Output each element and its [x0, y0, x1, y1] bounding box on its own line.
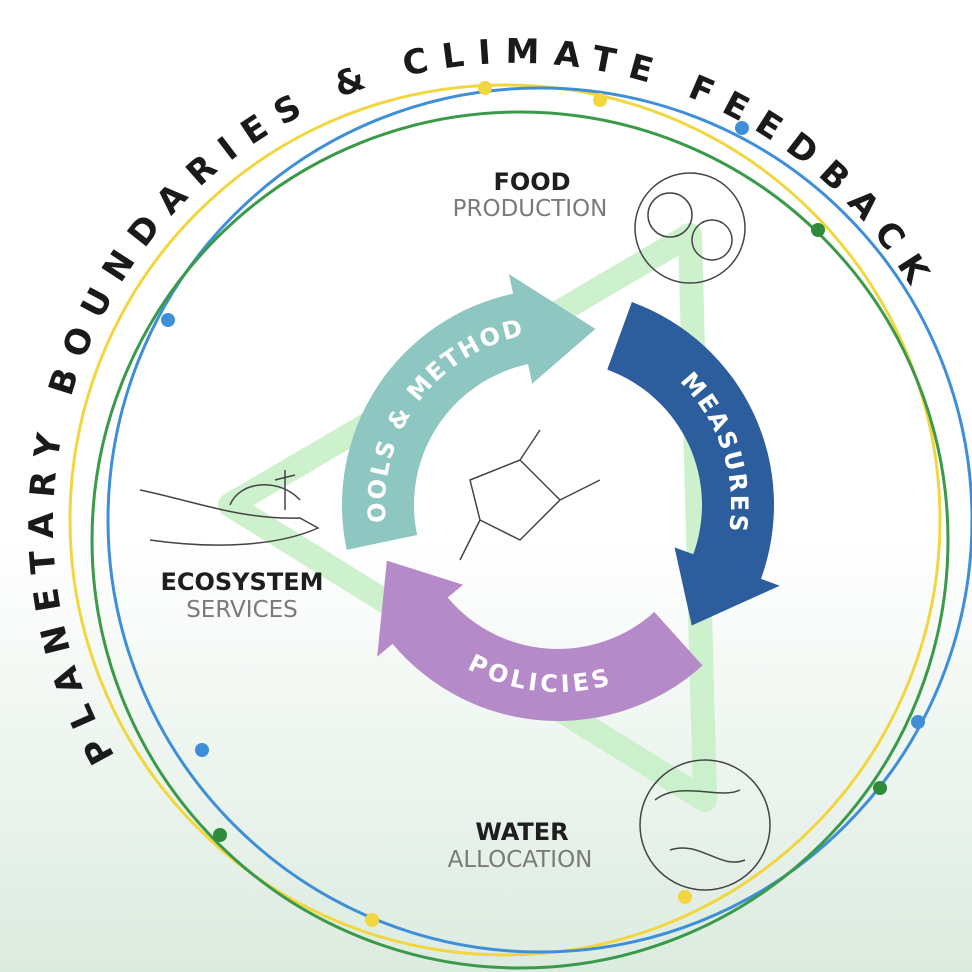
node-title: ECOSYSTEM [160, 568, 323, 596]
sketches [139, 172, 771, 891]
node-title: WATER [475, 818, 568, 846]
node-subtitle: SERVICES [186, 597, 298, 623]
blue-ring [106, 86, 972, 954]
cycle-arrow [342, 274, 596, 550]
yellow-ring [68, 83, 942, 957]
node-subtitle: PRODUCTION [453, 196, 608, 222]
ring-dots [161, 81, 925, 927]
green-ring [90, 110, 950, 970]
node-subtitle: ALLOCATION [448, 847, 593, 873]
node-title: FOOD [493, 168, 570, 196]
cycle-arrow [607, 302, 780, 626]
cycle-arrow [377, 560, 703, 721]
